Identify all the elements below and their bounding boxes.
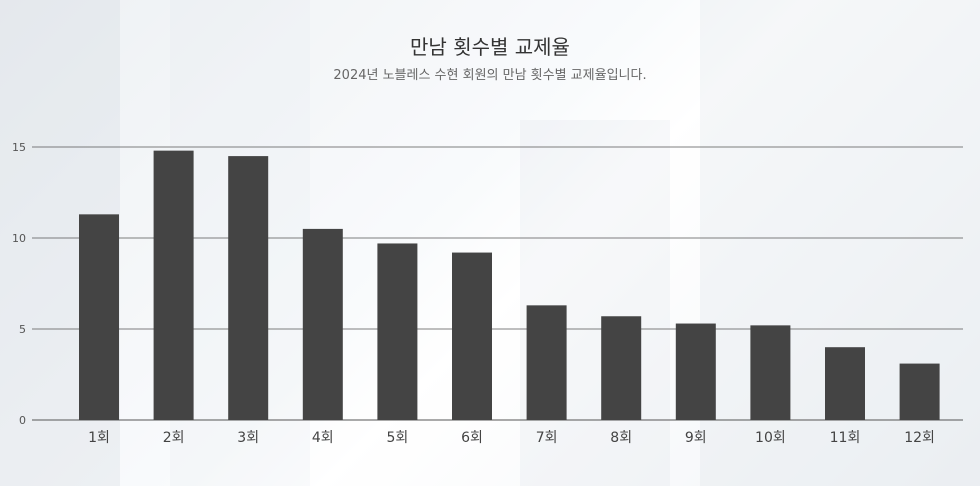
x-tick-label: 3회 bbox=[237, 430, 259, 446]
x-tick-label: 5회 bbox=[387, 430, 409, 446]
y-tick-label: 0 bbox=[19, 414, 26, 427]
bar bbox=[601, 316, 642, 420]
x-tick-label: 7회 bbox=[536, 430, 558, 446]
bar bbox=[302, 228, 343, 420]
y-tick-label: 15 bbox=[12, 141, 26, 154]
bar bbox=[79, 214, 119, 420]
x-tick-label: 6회 bbox=[461, 430, 483, 446]
chart-title: 만남 횟수별 교제율 bbox=[410, 35, 570, 59]
y-tick-label: 5 bbox=[19, 323, 26, 336]
x-tick-label: 11회 bbox=[830, 430, 861, 446]
bar bbox=[825, 347, 865, 420]
x-tick-label: 9회 bbox=[685, 430, 707, 446]
bar bbox=[377, 243, 418, 420]
bar bbox=[228, 156, 269, 420]
bar bbox=[452, 252, 492, 420]
x-tick-label: 10회 bbox=[755, 430, 786, 446]
x-tick-label: 8회 bbox=[610, 430, 632, 446]
bar bbox=[899, 363, 940, 420]
chart-subtitle: 2024년 노블레스 수현 회원의 만남 횟수별 교제율입니다. bbox=[333, 68, 647, 83]
bar bbox=[750, 325, 791, 420]
y-tick-label: 10 bbox=[12, 232, 26, 245]
x-tick-label: 4회 bbox=[312, 430, 334, 446]
bar bbox=[675, 323, 716, 420]
x-tick-label: 1회 bbox=[88, 430, 110, 446]
bar bbox=[526, 305, 567, 420]
x-tick-label: 2회 bbox=[163, 430, 185, 446]
bar bbox=[153, 150, 194, 420]
x-tick-label: 12회 bbox=[904, 430, 935, 446]
